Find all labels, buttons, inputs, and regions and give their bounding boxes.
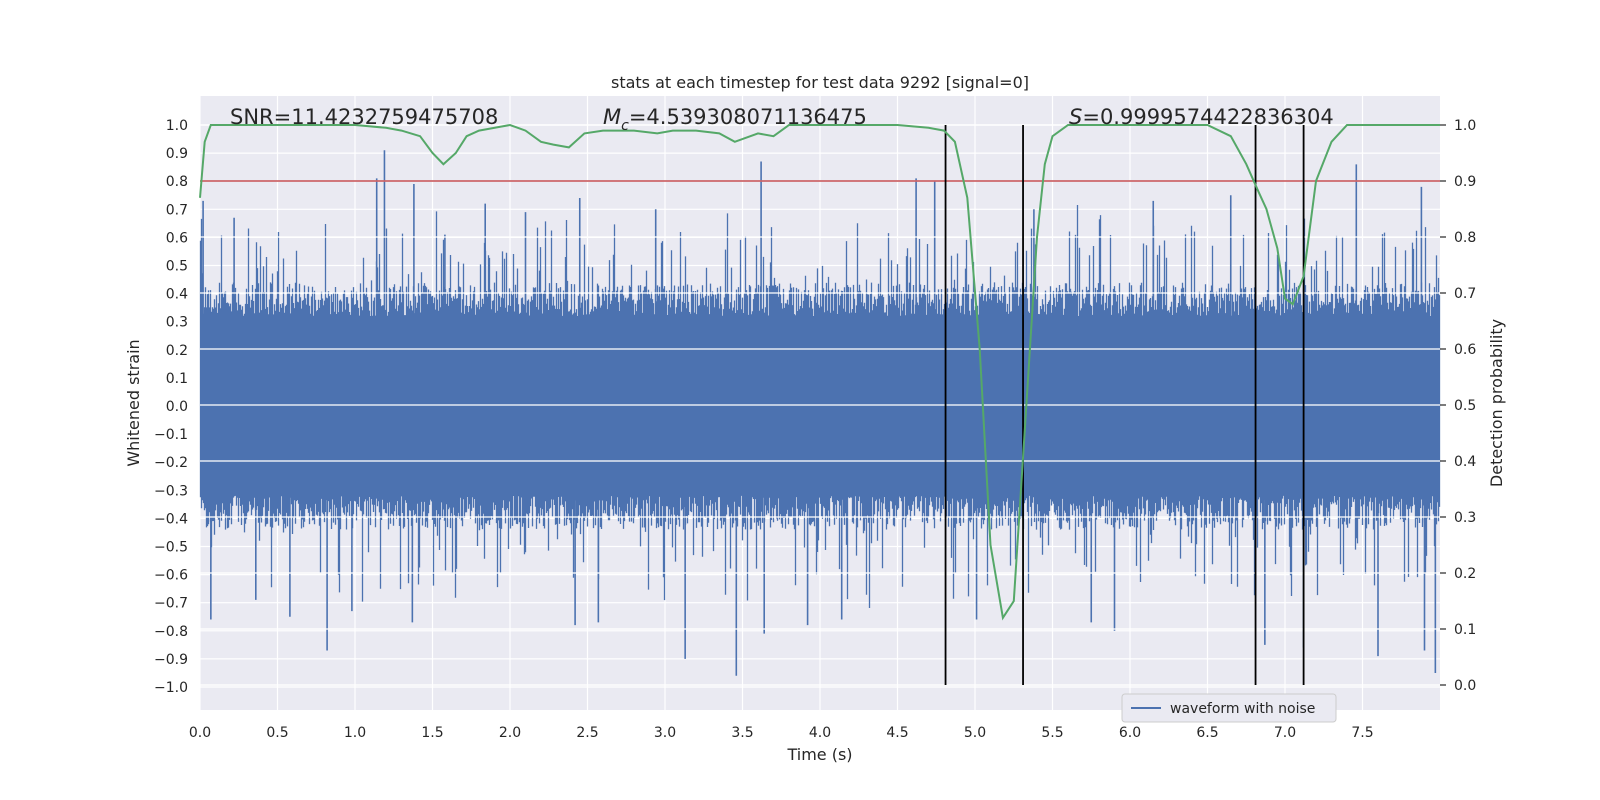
x-tick-label: 2.5 bbox=[576, 725, 598, 741]
x-tick-label: 1.0 bbox=[344, 725, 366, 741]
x-tick-label: 5.5 bbox=[1041, 725, 1063, 741]
y-right-tick-label: 0.2 bbox=[1454, 566, 1476, 582]
y-left-tick-label: −0.3 bbox=[154, 483, 188, 499]
x-tick-label: 5.0 bbox=[964, 725, 986, 741]
y-left-tick-label: 0.5 bbox=[166, 259, 188, 275]
x-tick-label: 1.5 bbox=[421, 725, 443, 741]
chirp-mass-value: =4.539308071136475 bbox=[629, 105, 867, 129]
y-left-tick-label: −0.4 bbox=[154, 511, 188, 527]
y-right-tick-label: 0.1 bbox=[1454, 622, 1476, 638]
statistic-value: =0.9999574422836304 bbox=[1082, 105, 1333, 129]
y-right-tick-label: 0.7 bbox=[1454, 286, 1476, 302]
y-right-tick-label: 0.9 bbox=[1454, 174, 1476, 190]
legend-label: waveform with noise bbox=[1170, 701, 1315, 717]
x-tick-label: 0.5 bbox=[266, 725, 288, 741]
y-left-tick-label: −0.1 bbox=[154, 427, 188, 443]
y-left-tick-label: −0.6 bbox=[154, 568, 188, 584]
y-left-tick-label: 0.0 bbox=[166, 399, 188, 415]
y-left-tick-label: −0.5 bbox=[154, 540, 188, 556]
y-left-tick-label: −0.7 bbox=[154, 596, 188, 612]
legend: waveform with noise bbox=[1121, 693, 1337, 723]
y-left-tick-label: −1.0 bbox=[154, 680, 188, 696]
y-right-tick-label: 0.3 bbox=[1454, 510, 1476, 526]
y-axis-left-ticks: 1.0 0.9 0.8 0.7 0.6 0.5 0.4 0.3 0.2 0.1 0.0 −0.1 −0.… bbox=[154, 118, 188, 696]
y-left-tick-label: −0.8 bbox=[154, 624, 188, 640]
waveform-noise-band bbox=[199, 205, 1441, 608]
y-right-tick-label: 0.0 bbox=[1454, 678, 1476, 694]
y-left-tick-label: 1.0 bbox=[166, 118, 188, 134]
y-axis-left-label: Whitened strain bbox=[124, 339, 143, 466]
x-tick-label: 3.5 bbox=[731, 725, 753, 741]
chirp-mass-symbol: M bbox=[603, 105, 621, 129]
y-axis-right-label: Detection probability bbox=[1487, 319, 1506, 487]
y-left-tick-label: 0.6 bbox=[166, 230, 188, 246]
x-tick-label: 3.0 bbox=[654, 725, 676, 741]
x-tick-label: 6.5 bbox=[1196, 725, 1218, 741]
y-right-tick-label: 1.0 bbox=[1454, 118, 1476, 134]
y-left-tick-label: 0.8 bbox=[166, 174, 188, 190]
snr-annotation: SNR=11.4232759475708 bbox=[230, 105, 498, 129]
x-tick-label: 4.0 bbox=[809, 725, 831, 741]
y-left-tick-label: 0.1 bbox=[166, 371, 188, 387]
x-tick-label: 4.5 bbox=[886, 725, 908, 741]
statistic-annotation: S=0.9999574422836304 bbox=[1069, 105, 1334, 129]
y-right-tick-label: 0.8 bbox=[1454, 230, 1476, 246]
y-left-tick-label: −0.9 bbox=[154, 652, 188, 668]
chirp-mass-annotation: Mc=4.539308071136475 bbox=[603, 105, 867, 134]
x-tick-label: 2.0 bbox=[499, 725, 521, 741]
probability-series bbox=[199, 123, 1440, 621]
x-axis-label: Time (s) bbox=[786, 745, 852, 764]
y-left-tick-label: 0.4 bbox=[166, 287, 188, 303]
statistic-symbol: S bbox=[1069, 105, 1082, 129]
x-tick-label: 0.0 bbox=[189, 725, 211, 741]
y-left-tick-label: 0.2 bbox=[166, 343, 188, 359]
y-left-tick-label: 0.7 bbox=[166, 202, 188, 218]
y-right-tick-label: 0.4 bbox=[1454, 454, 1476, 470]
x-tick-label: 6.0 bbox=[1119, 725, 1141, 741]
legend-box bbox=[1121, 693, 1337, 723]
probability-line bbox=[199, 123, 1440, 621]
vertical-markers bbox=[944, 125, 1305, 685]
x-axis-ticks: 0.0 0.5 1.0 1.5 2.0 2.5 3.0 3.5 4.0 4.5 5.0 5.5 6.0 6… bbox=[189, 725, 1374, 741]
x-tick-label: 7.0 bbox=[1274, 725, 1296, 741]
y-right-tick-label: 0.6 bbox=[1454, 342, 1476, 358]
y-right-tick-label: 0.5 bbox=[1454, 398, 1476, 414]
y-left-tick-label: 0.9 bbox=[166, 146, 188, 162]
y-left-tick-label: 0.3 bbox=[166, 315, 188, 331]
x-tick-label: 7.5 bbox=[1351, 725, 1373, 741]
y-axis-right-ticks: 1.0 0.9 0.8 0.7 0.6 0.5 0.4 0.3 0.2 0.1 0.0 bbox=[1440, 118, 1476, 694]
chirp-mass-subscript: c bbox=[621, 118, 629, 134]
chart-title: stats at each timestep for test data 929… bbox=[611, 73, 1029, 92]
y-left-tick-label: −0.2 bbox=[154, 455, 188, 471]
